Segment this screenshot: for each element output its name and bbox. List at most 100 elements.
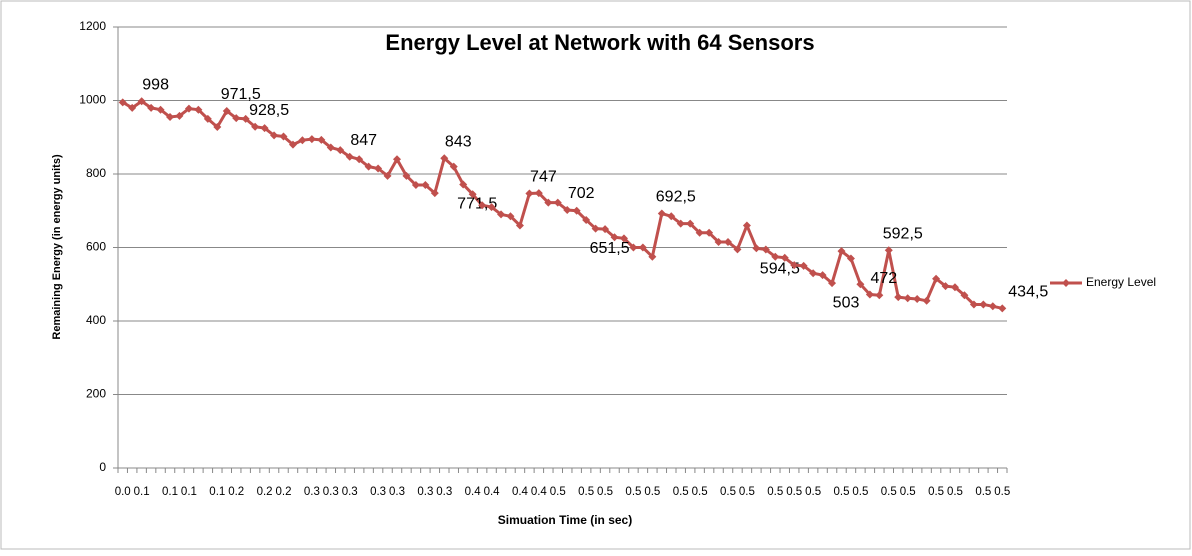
- y-tick-label: 1000: [79, 93, 106, 107]
- x-tick-label: 0.5: [644, 486, 660, 498]
- data-label: 928,5: [249, 102, 289, 119]
- marker: [686, 219, 695, 228]
- data-label: 843: [445, 133, 472, 150]
- y-tick-label: 0: [99, 460, 106, 474]
- marker: [714, 237, 723, 246]
- marker: [752, 244, 761, 253]
- marker: [563, 206, 572, 215]
- marker: [260, 124, 269, 133]
- marker: [270, 131, 279, 140]
- data-label: 472: [871, 270, 898, 287]
- data-label: 592,5: [883, 225, 923, 242]
- marker: [856, 280, 865, 289]
- marker: [251, 122, 260, 131]
- marker: [497, 210, 506, 219]
- marker: [979, 300, 988, 309]
- marker: [355, 155, 364, 164]
- legend-marker: [1062, 279, 1070, 287]
- marker: [118, 98, 127, 107]
- data-label: 847: [350, 132, 377, 149]
- data-label: 692,5: [656, 189, 696, 206]
- marker: [742, 221, 751, 230]
- marker: [147, 103, 156, 112]
- data-label: 771,5: [457, 196, 497, 213]
- y-tick-label: 800: [86, 166, 106, 180]
- marker: [232, 114, 241, 123]
- marker: [478, 201, 487, 210]
- marker: [818, 271, 827, 280]
- x-tick-label: 0.2: [276, 486, 292, 498]
- marker: [932, 274, 941, 283]
- x-tick-label: 0.1: [162, 486, 178, 498]
- marker: [676, 219, 685, 228]
- marker: [771, 252, 780, 261]
- marker: [950, 283, 959, 292]
- marker: [724, 237, 733, 246]
- x-tick-label: 0.1: [181, 486, 197, 498]
- marker: [988, 302, 997, 311]
- marker: [402, 171, 411, 180]
- marker: [610, 233, 619, 242]
- x-tick-label: 0.0: [115, 486, 131, 498]
- x-tick-label: 0.5: [739, 486, 755, 498]
- marker: [941, 282, 950, 291]
- x-tick-label: 0.5: [625, 486, 641, 498]
- x-tick-label: 0.5: [994, 486, 1010, 498]
- x-tick-label: 0.5: [578, 486, 594, 498]
- data-label: 594,5: [760, 261, 800, 278]
- x-tick-label: 0.1: [134, 486, 150, 498]
- marker: [922, 296, 931, 305]
- marker: [695, 228, 704, 237]
- marker: [780, 253, 789, 262]
- marker: [421, 181, 430, 190]
- data-label: 503: [833, 294, 860, 311]
- x-tick-label: 0.5: [673, 486, 689, 498]
- x-tick-label: 0.5: [767, 486, 783, 498]
- x-tick-label: 0.3: [389, 486, 405, 498]
- marker: [733, 245, 742, 254]
- x-tick-label: 0.5: [852, 486, 868, 498]
- marker: [837, 247, 846, 256]
- marker: [166, 113, 175, 122]
- data-label: 434,5: [1008, 284, 1048, 301]
- y-tick-label: 600: [86, 240, 106, 254]
- marker: [156, 105, 165, 114]
- marker: [534, 189, 543, 198]
- marker: [459, 180, 468, 189]
- marker: [137, 97, 146, 106]
- marker: [809, 269, 818, 278]
- marker: [638, 243, 647, 252]
- chart-title: Energy Level at Network with 64 Sensors: [385, 30, 814, 55]
- x-tick-label: 0.3: [370, 486, 386, 498]
- x-tick-label: 0.5: [900, 486, 916, 498]
- x-tick-label: 0.5: [720, 486, 736, 498]
- marker: [345, 152, 354, 161]
- marker: [629, 243, 638, 252]
- y-axis-label: Remaining Energy (in energy units): [51, 154, 63, 340]
- marker: [648, 252, 657, 261]
- marker: [487, 203, 496, 212]
- data-label: 998: [142, 76, 169, 93]
- y-tick-label: 200: [86, 387, 106, 401]
- marker: [203, 114, 212, 123]
- marker: [411, 181, 420, 190]
- marker: [506, 212, 515, 221]
- marker: [969, 300, 978, 309]
- x-tick-label: 0.4: [484, 486, 501, 498]
- x-tick-label: 0.4: [512, 486, 529, 498]
- x-tick-label: 0.5: [975, 486, 991, 498]
- marker: [374, 164, 383, 173]
- marker: [591, 224, 600, 233]
- marker: [383, 171, 392, 180]
- marker: [705, 228, 714, 237]
- marker: [875, 291, 884, 300]
- marker: [619, 234, 628, 243]
- x-tick-label: 0.5: [881, 486, 897, 498]
- marker: [317, 135, 326, 144]
- marker: [894, 293, 903, 302]
- marker: [128, 103, 137, 112]
- marker: [913, 294, 922, 303]
- x-tick-label: 0.4: [465, 486, 482, 498]
- marker: [903, 294, 912, 303]
